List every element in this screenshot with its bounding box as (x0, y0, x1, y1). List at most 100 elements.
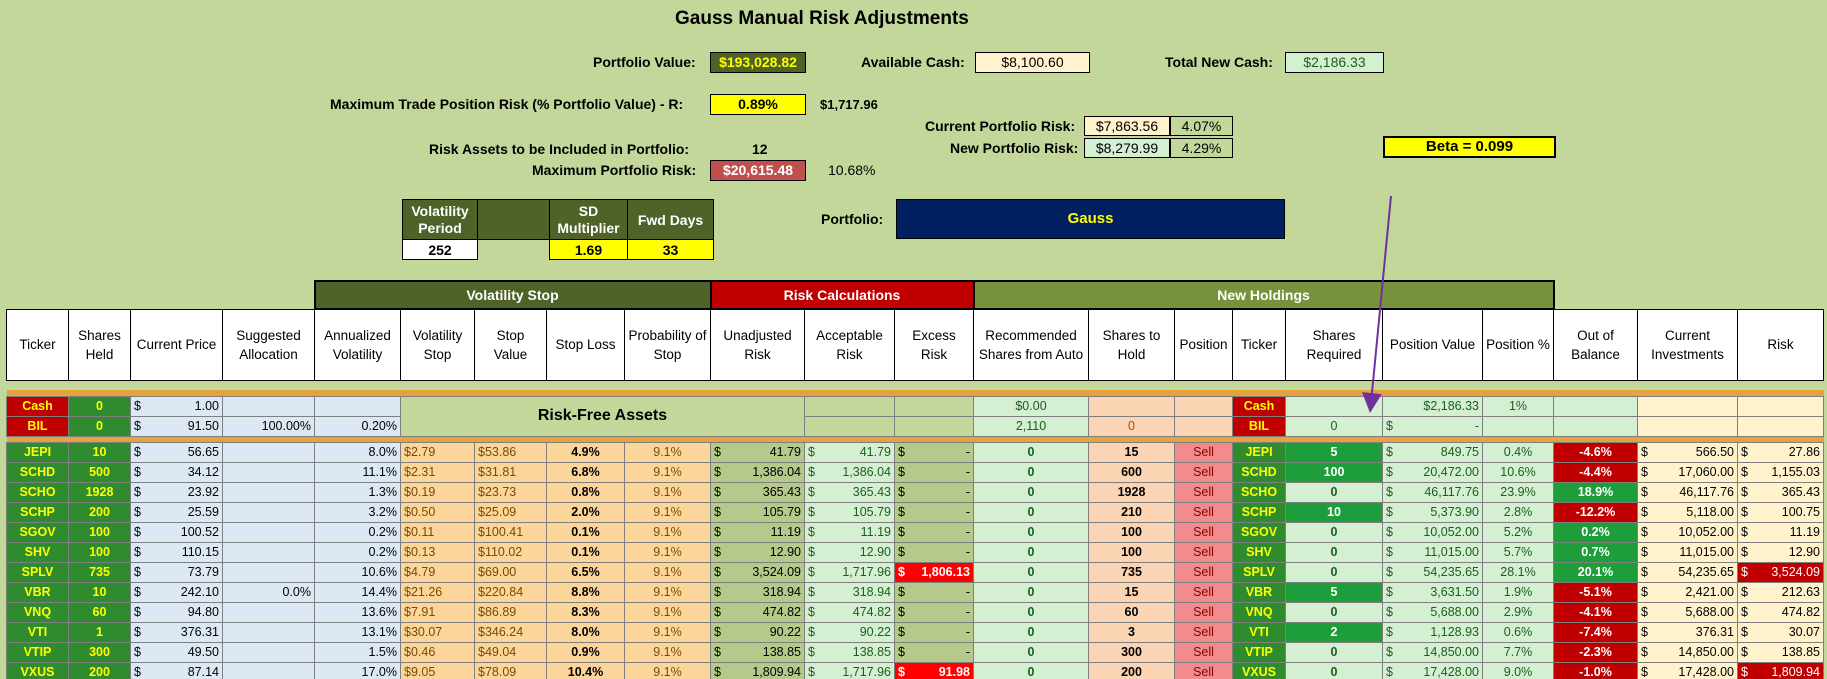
stop-loss-cell: 0.8% (546, 481, 625, 503)
shares-held-cell[interactable]: 1 (68, 621, 131, 643)
position-cell[interactable]: Sell (1174, 661, 1233, 679)
shares-to-hold-cell[interactable]: 15 (1088, 581, 1175, 603)
risk-free-assets-label: Risk-Free Assets (400, 395, 805, 437)
shares-to-hold-cell[interactable]: 1928 (1088, 481, 1175, 503)
shares-held-cell[interactable]: 100 (68, 521, 131, 543)
shares-held-cell[interactable]: 500 (68, 461, 131, 483)
position-cell[interactable]: Sell (1174, 621, 1233, 643)
volatility-period-value[interactable]: 252 (402, 239, 478, 260)
position-cell[interactable]: Sell (1174, 581, 1233, 603)
out-of-balance-cell: 18.9% (1553, 481, 1638, 503)
current-price-cell[interactable]: $73.79 (130, 561, 223, 583)
shares-held-cell[interactable]: 735 (68, 561, 131, 583)
shares-held-cell[interactable]: 1928 (68, 481, 131, 503)
total-new-cash-cell[interactable]: $2,186.33 (1285, 52, 1384, 73)
portfolio-value-cell[interactable]: $193,028.82 (710, 52, 806, 73)
current-price-cell[interactable]: $376.31 (130, 621, 223, 643)
new-risk-label: New Portfolio Risk: (950, 140, 1079, 156)
shares-to-hold-cell[interactable]: 735 (1088, 561, 1175, 583)
bil-hold[interactable]: 0 (1088, 415, 1175, 437)
position-cell[interactable]: Sell (1174, 461, 1233, 483)
shares-held-cell[interactable]: 60 (68, 601, 131, 623)
position-cell[interactable]: Sell (1174, 481, 1233, 503)
bil-price[interactable]: $91.50 (130, 415, 223, 437)
shares-to-hold-cell[interactable]: 600 (1088, 461, 1175, 483)
position-cell[interactable]: Sell (1174, 641, 1233, 663)
suggested-allocation-cell[interactable] (222, 641, 315, 663)
bil-shares[interactable]: 0 (68, 415, 131, 437)
current-price-cell[interactable]: $94.80 (130, 601, 223, 623)
shares-to-hold-cell[interactable]: 300 (1088, 641, 1175, 663)
new-risk-pct-cell[interactable]: 4.29% (1170, 138, 1233, 158)
unadjusted-risk-cell: $41.79 (710, 441, 805, 463)
max-trade-risk-pct-cell[interactable]: 0.89% (710, 94, 806, 115)
position-value-cell: $20,472.00 (1382, 461, 1483, 483)
suggested-allocation-cell[interactable] (222, 521, 315, 543)
suggested-allocation-cell[interactable] (222, 461, 315, 483)
probability-cell: 9.1% (624, 501, 711, 523)
acceptable-risk-cell: $90.22 (804, 621, 895, 643)
position-cell[interactable]: Sell (1174, 601, 1233, 623)
current-risk-pct-cell[interactable]: 4.07% (1170, 116, 1233, 136)
shares-to-hold-cell[interactable]: 100 (1088, 541, 1175, 563)
shares-to-hold-cell[interactable]: 15 (1088, 441, 1175, 463)
acceptable-risk-cell: $11.19 (804, 521, 895, 543)
risk-cell: $30.07 (1737, 621, 1824, 643)
suggested-allocation-cell[interactable] (222, 661, 315, 679)
cash-shares[interactable]: 0 (68, 395, 131, 417)
ticker-2-cell: SPLV (1232, 561, 1286, 583)
risk-cell: $3,524.09 (1737, 561, 1824, 583)
suggested-allocation-cell[interactable]: 0.0% (222, 581, 315, 603)
current-price-cell[interactable]: $49.50 (130, 641, 223, 663)
recommended-shares-cell: 0 (973, 581, 1089, 603)
suggested-allocation-cell[interactable] (222, 501, 315, 523)
current-price-cell[interactable]: $56.65 (130, 441, 223, 463)
suggested-allocation-cell[interactable] (222, 541, 315, 563)
current-price-cell[interactable]: $100.52 (130, 521, 223, 543)
current-risk-value-cell[interactable]: $7,863.56 (1084, 116, 1170, 136)
position-cell[interactable]: Sell (1174, 541, 1233, 563)
shares-to-hold-cell[interactable]: 200 (1088, 661, 1175, 679)
shares-held-cell[interactable]: 300 (68, 641, 131, 663)
position-cell[interactable]: Sell (1174, 521, 1233, 543)
shares-held-cell[interactable]: 200 (68, 501, 131, 523)
unadjusted-risk-cell: $1,386.04 (710, 461, 805, 483)
out-of-balance-cell: -5.1% (1553, 581, 1638, 603)
current-price-cell[interactable]: $34.12 (130, 461, 223, 483)
suggested-allocation-cell[interactable] (222, 481, 315, 503)
position-cell[interactable]: Sell (1174, 441, 1233, 463)
shares-to-hold-cell[interactable]: 60 (1088, 601, 1175, 623)
max-portfolio-risk-value-cell[interactable]: $20,615.48 (710, 160, 806, 181)
sd-multiplier-value[interactable]: 1.69 (549, 239, 628, 260)
available-cash-cell[interactable]: $8,100.60 (975, 52, 1090, 73)
position-cell[interactable]: Sell (1174, 501, 1233, 523)
out-of-balance-cell: -7.4% (1553, 621, 1638, 643)
current-price-cell[interactable]: $25.59 (130, 501, 223, 523)
shares-to-hold-cell[interactable]: 100 (1088, 521, 1175, 543)
shares-held-cell[interactable]: 100 (68, 541, 131, 563)
current-price-cell[interactable]: $87.14 (130, 661, 223, 679)
shares-held-cell[interactable]: 10 (68, 441, 131, 463)
portfolio-name-cell[interactable]: Gauss (896, 199, 1285, 239)
shares-held-cell[interactable]: 10 (68, 581, 131, 603)
bil-alloc[interactable]: 100.00% (222, 415, 315, 437)
current-price-cell[interactable]: $23.92 (130, 481, 223, 503)
current-price-cell[interactable]: $242.10 (130, 581, 223, 603)
annualized-volatility-cell: 1.3% (314, 481, 401, 503)
position-cell[interactable]: Sell (1174, 561, 1233, 583)
header-shares-held: Shares Held (68, 308, 131, 381)
suggested-allocation-cell[interactable] (222, 441, 315, 463)
fwd-days-value[interactable]: 33 (627, 239, 714, 260)
shares-held-cell[interactable]: 200 (68, 661, 131, 679)
shares-to-hold-cell[interactable]: 210 (1088, 501, 1175, 523)
position-pct-cell: 10.6% (1482, 461, 1554, 483)
new-risk-value-cell[interactable]: $8,279.99 (1084, 138, 1170, 158)
suggested-allocation-cell[interactable] (222, 621, 315, 643)
suggested-allocation-cell[interactable] (222, 561, 315, 583)
shares-to-hold-cell[interactable]: 3 (1088, 621, 1175, 643)
current-price-cell[interactable]: $110.15 (130, 541, 223, 563)
cash-price[interactable]: $1.00 (130, 395, 223, 417)
table-row: VBR 10 $242.10 0.0% 14.4% $21.26 $220.84 8.8% 9.… (6, 581, 1824, 603)
suggested-allocation-cell[interactable] (222, 601, 315, 623)
current-investments-cell: $17,428.00 (1637, 661, 1738, 679)
